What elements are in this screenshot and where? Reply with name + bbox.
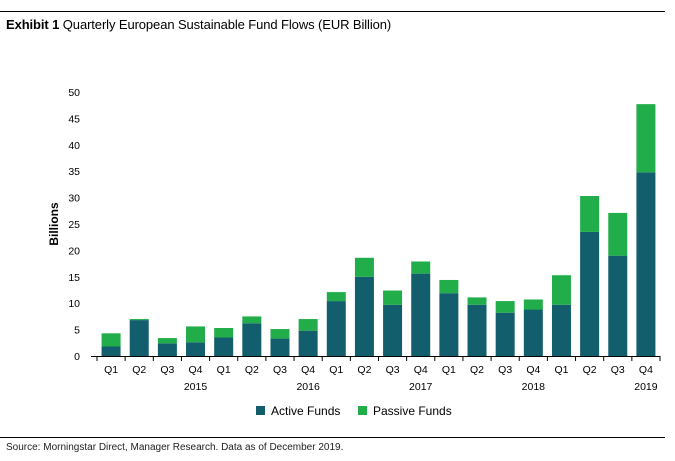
stacked-bar-chart: Billions 0 5 10 15 20 25 30 35 40 45 50 Q1 Q2 Q3 Q4 Q1 Q2… [47, 87, 661, 418]
active-legend-label: Active Funds [271, 404, 340, 418]
x-tick-label: Q1 [104, 364, 118, 376]
passive-funds-bar [383, 290, 403, 305]
active-funds-bar [439, 293, 459, 356]
x-year-label: 2019 [634, 381, 658, 393]
active-funds-bar [580, 231, 600, 356]
y-tick-label: 20 [68, 245, 80, 257]
x-tick-label: Q1 [329, 364, 343, 376]
active-funds-bar [523, 309, 543, 356]
passive-funds-bar [636, 104, 656, 173]
exhibit-label: Exhibit 1 [6, 17, 60, 32]
y-tick-label: 5 [74, 325, 80, 337]
passive-funds-bar [298, 319, 318, 331]
passive-funds-bar [467, 297, 487, 305]
passive-funds-bar [354, 257, 374, 277]
passive-funds-bar [186, 326, 206, 343]
passive-funds-bar [523, 299, 543, 310]
passive-funds-bar [608, 212, 628, 256]
x-tick-label: Q4 [526, 364, 540, 376]
passive-funds-bar [129, 319, 149, 321]
x-tick-label: Q3 [160, 364, 174, 376]
active-funds-bar [495, 312, 515, 356]
active-funds-bar [608, 255, 628, 356]
chart-title: Quarterly European Sustainable Fund Flow… [62, 17, 392, 32]
passive-funds-bar [495, 301, 515, 313]
x-tick-label: Q4 [301, 364, 315, 376]
active-funds-bar [157, 343, 177, 356]
x-tick-label: Q3 [611, 364, 625, 376]
y-tick-label: 35 [68, 166, 80, 178]
active-funds-bar [186, 342, 206, 356]
active-funds-bar [326, 301, 346, 356]
x-tick-label: Q3 [273, 364, 287, 376]
y-tick-label: 15 [68, 272, 80, 284]
active-legend-swatch [256, 406, 265, 415]
passive-legend-swatch [358, 406, 367, 415]
passive-funds-bar [326, 292, 346, 302]
passive-funds-bar [242, 316, 262, 324]
x-tick-label: Q1 [554, 364, 568, 376]
passive-funds-bar [101, 333, 121, 347]
active-funds-bar [270, 338, 290, 356]
y-tick-label: 10 [68, 298, 80, 310]
passive-funds-bar [439, 279, 459, 294]
x-tick-label: Q1 [442, 364, 456, 376]
active-funds-bar [411, 273, 431, 356]
passive-funds-bar [214, 328, 234, 338]
x-tick-label: Q2 [245, 364, 259, 376]
active-funds-bar [354, 276, 374, 356]
x-tick-label: Q1 [217, 364, 231, 376]
active-funds-bar [298, 330, 318, 356]
x-year-label: 2018 [522, 381, 546, 393]
active-funds-bar [129, 320, 149, 356]
active-funds-bar [467, 304, 487, 356]
x-year-label: 2016 [296, 381, 320, 393]
bottom-rule [0, 437, 665, 438]
y-tick-label: 30 [68, 193, 80, 205]
passive-funds-bar [580, 196, 600, 232]
y-tick-label: 25 [68, 219, 80, 231]
passive-funds-bar [411, 261, 431, 274]
x-tick-label: Q4 [414, 364, 428, 376]
passive-funds-bar [551, 275, 571, 305]
x-tick-label: Q2 [132, 364, 146, 376]
x-year-label: 2015 [184, 381, 208, 393]
active-funds-bar [101, 346, 121, 356]
x-tick-label: Q4 [639, 364, 653, 376]
passive-funds-bar [270, 329, 290, 339]
x-tick-label: Q3 [498, 364, 512, 376]
active-funds-bar [214, 337, 234, 356]
x-tick-label: Q2 [357, 364, 371, 376]
active-funds-bar [636, 172, 656, 356]
source-note: Source: Morningstar Direct, Manager Rese… [6, 442, 344, 453]
y-tick-label: 50 [68, 87, 80, 99]
y-tick-label: 0 [74, 351, 80, 363]
y-tick-label: 45 [68, 113, 80, 125]
active-funds-bar [242, 323, 262, 356]
active-funds-bar [551, 304, 571, 356]
top-rule [0, 11, 665, 12]
x-year-label: 2017 [409, 381, 433, 393]
passive-funds-bar [157, 338, 177, 344]
active-funds-bar [383, 304, 403, 356]
x-tick-label: Q2 [470, 364, 484, 376]
y-axis-label: Billions [47, 202, 61, 246]
exhibit-title: Exhibit 1 Quarterly European Sustainable… [6, 17, 391, 32]
x-tick-label: Q3 [386, 364, 400, 376]
x-tick-label: Q4 [189, 364, 203, 376]
y-tick-label: 40 [68, 140, 80, 152]
x-tick-label: Q2 [583, 364, 597, 376]
passive-legend-label: Passive Funds [373, 404, 452, 418]
